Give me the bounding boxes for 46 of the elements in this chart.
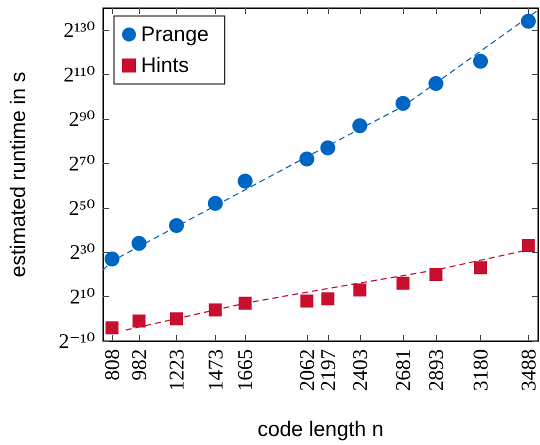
x-tick-label: 2403 [348, 349, 372, 391]
point [429, 268, 442, 282]
y-tick-label: 2⁷⁰ [68, 151, 95, 176]
y-tick-label: 2¹³⁰ [63, 18, 95, 42]
y-tick-label: 2¹¹⁰ [63, 62, 95, 87]
x-tick-label: 982 [127, 349, 152, 380]
point [208, 303, 222, 316]
y-tick-label: 2³⁰ [70, 240, 95, 264]
point [208, 196, 223, 211]
x-tick-label: 1473 [203, 349, 228, 391]
x-tick-label: 808 [100, 349, 124, 380]
point [396, 276, 410, 290]
y-tick-label: 2⁹⁰ [68, 107, 95, 131]
point [300, 294, 314, 308]
point [104, 251, 120, 266]
x-axis-title: code length n [257, 418, 384, 441]
legend-label: Prange [141, 23, 209, 46]
x-tick-label: 1223 [164, 349, 188, 391]
x-tick-label: 3180 [468, 349, 493, 391]
point [396, 96, 410, 111]
y-tick-label: 2⁵⁰ [68, 196, 95, 220]
point [320, 140, 336, 156]
point [132, 236, 147, 251]
x-tick-label: 2893 [424, 349, 448, 391]
point [522, 239, 535, 252]
point [169, 218, 184, 234]
y-tick-label: 2⁻¹⁰ [58, 329, 95, 353]
point [353, 283, 366, 296]
point [299, 151, 314, 166]
point [473, 54, 488, 69]
point [238, 174, 253, 189]
x-tick-label: 1665 [233, 349, 258, 391]
point [238, 296, 252, 310]
x-tick-label: 2681 [390, 349, 415, 391]
point [132, 314, 146, 328]
point [321, 292, 334, 306]
x-tick-label: 3488 [516, 349, 540, 391]
point [520, 14, 536, 29]
point [170, 312, 183, 326]
point [106, 321, 119, 334]
point [474, 261, 488, 274]
point [428, 76, 444, 91]
legend-label: Hints [141, 54, 189, 77]
y-tick-label: 2¹⁰ [70, 284, 95, 309]
point [352, 118, 368, 134]
y-axis-title: estimated runtime in s [7, 72, 30, 278]
